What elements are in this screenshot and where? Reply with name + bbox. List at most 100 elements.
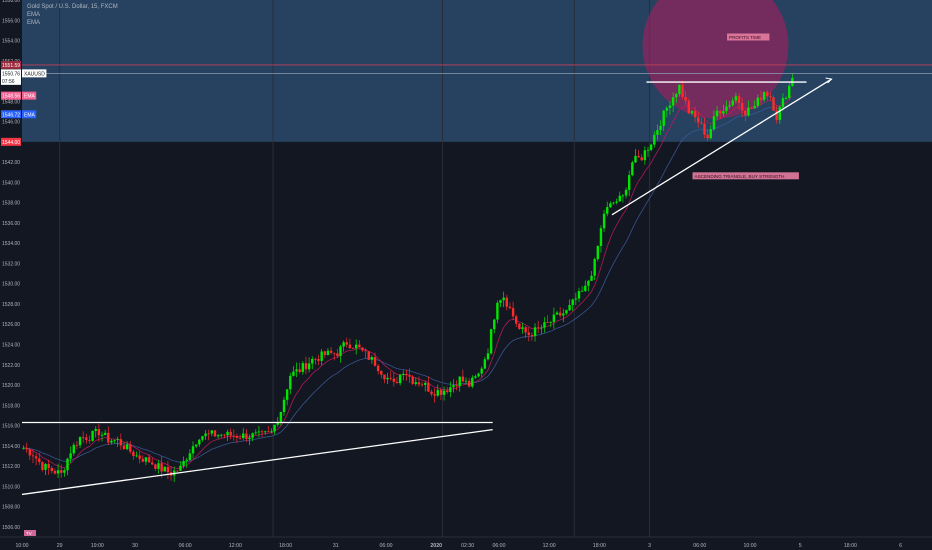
candle-body (320, 351, 323, 361)
candle-body (646, 149, 650, 151)
candle-body (125, 444, 129, 450)
candle-body (587, 280, 590, 286)
candle-body (260, 431, 264, 433)
candle-body (530, 335, 534, 337)
candle-body (577, 291, 581, 299)
candle-body (267, 431, 270, 433)
symbol-title[interactable]: Gold Spot / U.S. Dollar, 15, FXCM (27, 4, 118, 10)
price-tag-bg (22, 69, 47, 78)
candle-body (242, 433, 245, 439)
candle-body (533, 327, 537, 337)
candle-body (612, 202, 615, 204)
candle-body (389, 377, 392, 379)
tv-badge: TV (26, 531, 32, 536)
candle-body (405, 373, 408, 376)
candle-body (593, 259, 596, 276)
candle-body (201, 436, 204, 440)
x-tick-label: 18:00 (279, 543, 292, 549)
x-tick-label: 18:00 (844, 543, 857, 549)
candle-body (348, 344, 352, 349)
candle-body (34, 456, 38, 459)
candle-body (285, 389, 289, 400)
candle-body (135, 455, 138, 457)
candle-body (279, 411, 283, 423)
candle-body (392, 378, 396, 382)
candle-body (508, 306, 512, 309)
candle-body (273, 424, 276, 432)
candle-body (427, 383, 430, 392)
candle-body (141, 458, 145, 462)
candle-body (408, 375, 411, 377)
candle-body (257, 431, 261, 433)
indicator-ema-fast[interactable]: EMA (27, 12, 41, 18)
y-tick-label: 1522.00 (2, 363, 20, 369)
candle-body (775, 110, 778, 120)
candle-body (53, 470, 57, 474)
candle-body (75, 444, 79, 446)
candle-body (515, 316, 518, 324)
price-label: 1551.59 (2, 63, 20, 69)
candle-body (364, 350, 367, 352)
candle-body (518, 323, 521, 329)
candle-body (414, 382, 418, 384)
candle-body (769, 96, 772, 98)
candle-body (584, 285, 587, 291)
candle-body (295, 369, 298, 372)
candle-body (216, 435, 220, 437)
candle-body (60, 470, 63, 473)
candle-body (238, 437, 242, 439)
indicator-ema-slow[interactable]: EMA (27, 20, 41, 26)
candle-body (282, 399, 286, 412)
candle-body (301, 363, 305, 372)
candle-body (380, 370, 383, 375)
candle-body (292, 371, 295, 376)
candle-body (367, 351, 370, 360)
x-tick-label: 06:00 (179, 543, 192, 549)
y-tick-label: 1542.00 (2, 160, 20, 166)
candle-body (376, 365, 380, 371)
candle-body (571, 299, 574, 306)
candle-body (624, 189, 628, 196)
candle-body (229, 431, 232, 436)
candle-body (41, 461, 44, 470)
candle-body (734, 96, 738, 101)
candle-body (678, 84, 681, 95)
candle-body (226, 431, 229, 436)
candle-body (621, 195, 625, 197)
price-tag-bg (22, 110, 37, 119)
candle-body (69, 453, 72, 459)
candle-body (103, 432, 107, 435)
candle-body (270, 431, 273, 433)
x-tick-label: 3 (648, 543, 651, 549)
candle-body (304, 363, 308, 370)
candle-body (590, 275, 593, 281)
candle-body (486, 353, 490, 360)
candle-body (232, 435, 236, 437)
price-label: 1550.76 (2, 71, 20, 77)
candle-body (643, 150, 647, 161)
y-tick-label: 1536.00 (2, 221, 20, 227)
candle-body (179, 465, 182, 471)
candle-body (386, 377, 389, 380)
candle-body (245, 433, 248, 440)
candle-body (358, 344, 361, 348)
candle-body (383, 374, 386, 380)
y-tick-label: 1508.00 (2, 505, 20, 511)
candle-body (489, 329, 493, 354)
candle-body (213, 430, 217, 437)
candle-body (276, 422, 279, 425)
candle-body (411, 376, 414, 384)
candle-body (263, 431, 267, 433)
candle-body (665, 107, 669, 111)
candle-body (329, 350, 333, 353)
annotation-label-bg (727, 33, 770, 41)
candle-body (467, 380, 471, 387)
candle-body (298, 369, 301, 372)
candle-body (38, 458, 41, 462)
candles-group (22, 73, 794, 483)
price-label: 1544.00 (2, 140, 20, 146)
candle-body (756, 97, 760, 106)
candle-body (191, 446, 195, 454)
candle-body (568, 305, 571, 311)
